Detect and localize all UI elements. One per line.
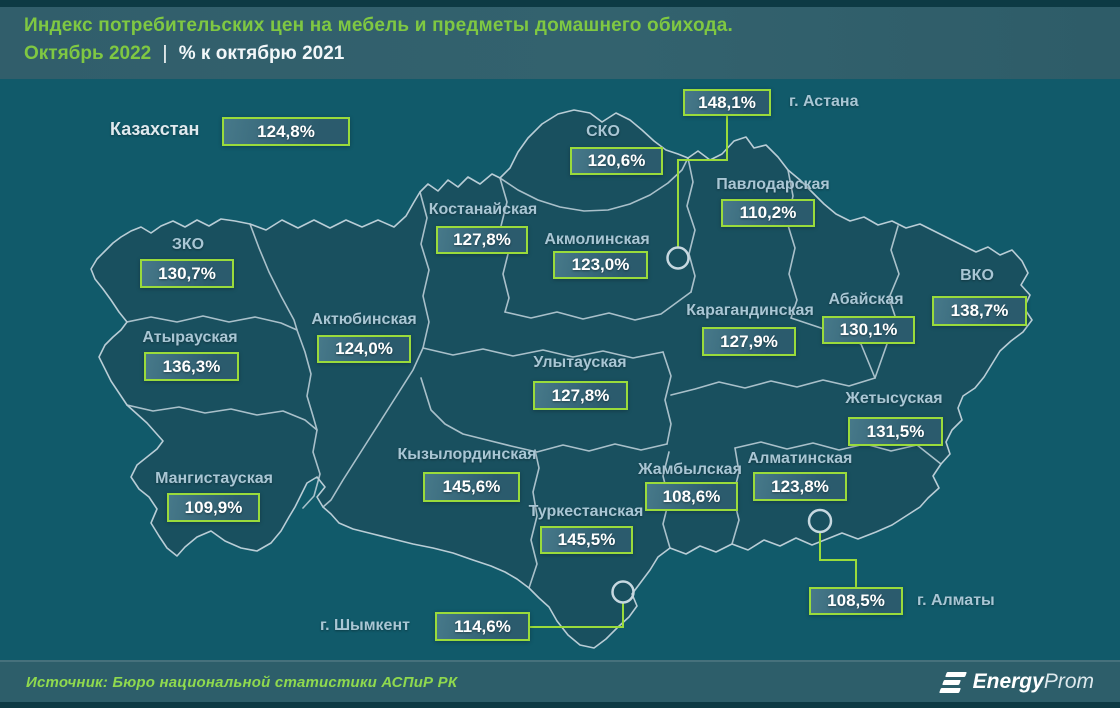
subtitle-comparison: % к октябрю 2021 bbox=[178, 43, 345, 64]
region-value-turkestan: 145,5% bbox=[540, 526, 633, 554]
city-value-shymkent: 114,6% bbox=[435, 612, 530, 641]
source-text: Источник: Бюро национальной статистики А… bbox=[26, 673, 458, 691]
region-value-kyzylorda: 145,6% bbox=[423, 472, 520, 502]
header: Индекс потребительских цен на мебель и п… bbox=[0, 7, 1120, 79]
region-label-turkestan: Туркестанская bbox=[528, 503, 644, 520]
region-label-ulytau: Улытауская bbox=[533, 354, 627, 371]
bottom-edge-strip bbox=[0, 702, 1120, 708]
region-label-sko: СКО bbox=[586, 123, 620, 140]
city-label-almaty: г. Алматы bbox=[917, 592, 995, 609]
region-label-mangystau: Мангистауская bbox=[155, 470, 273, 487]
region-borders bbox=[126, 157, 942, 589]
page-subtitle: Октябрь 2022 | % к октябрю 2021 bbox=[24, 39, 1120, 69]
region-label-almaty-region: Алматинская bbox=[747, 450, 853, 467]
national-label: Казахстан bbox=[110, 119, 200, 139]
energyprom-logo-icon bbox=[938, 670, 967, 694]
region-value-aktobe: 124,0% bbox=[317, 335, 411, 363]
shymkent-connector-line bbox=[530, 603, 624, 628]
astana-city-marker bbox=[666, 246, 690, 270]
subtitle-divider: | bbox=[162, 43, 168, 64]
energyprom-logo-text: EnergyProm bbox=[972, 670, 1094, 693]
region-value-almaty-region: 123,8% bbox=[753, 472, 847, 501]
region-value-abay: 130,1% bbox=[822, 316, 915, 344]
region-label-atyrau: Атырауская bbox=[142, 329, 238, 346]
region-value-karaganda: 127,9% bbox=[702, 327, 796, 356]
city-label-astana: г. Астана bbox=[789, 93, 859, 110]
region-label-pavlodar: Павлодарская bbox=[716, 176, 830, 193]
region-label-aktobe: Актюбинская bbox=[311, 311, 417, 328]
national-value-box: 124,8% bbox=[222, 117, 350, 146]
region-label-zhetysu: Жетысуская bbox=[845, 390, 943, 407]
energyprom-logo: EnergyProm bbox=[938, 670, 1094, 694]
top-edge-strip bbox=[0, 0, 1120, 7]
city-value-almaty: 108,5% bbox=[809, 587, 903, 615]
region-value-vko: 138,7% bbox=[932, 296, 1027, 326]
region-value-ulytau: 127,8% bbox=[533, 381, 628, 410]
shymkent-city-marker bbox=[611, 580, 635, 604]
city-label-shymkent: г. Шымкент bbox=[320, 617, 410, 634]
region-label-karaganda: Карагандинская bbox=[686, 302, 814, 319]
subtitle-period: Октябрь 2022 bbox=[24, 43, 152, 64]
city-value-astana: 148,1% bbox=[683, 89, 771, 116]
region-value-akmola: 123,0% bbox=[553, 251, 648, 279]
footer: Источник: Бюро национальной статистики А… bbox=[0, 660, 1120, 702]
region-label-abay: Абайская bbox=[828, 291, 904, 308]
region-label-zhambyl: Жамбылская bbox=[638, 461, 742, 478]
region-value-sko: 120,6% bbox=[570, 147, 663, 175]
region-value-mangystau: 109,9% bbox=[167, 493, 260, 522]
region-value-zhambyl: 108,6% bbox=[645, 482, 738, 511]
page-title: Индекс потребительских цен на мебель и п… bbox=[24, 15, 734, 36]
region-label-zko: ЗКО bbox=[171, 236, 205, 253]
region-value-zko: 130,7% bbox=[140, 259, 234, 288]
region-label-kostanay: Костанайская bbox=[428, 201, 538, 218]
almaty-city-marker bbox=[807, 508, 833, 534]
astana-connector-line bbox=[677, 116, 728, 248]
region-label-vko: ВКО bbox=[960, 267, 994, 284]
kazakhstan-map bbox=[0, 79, 1120, 660]
kazakhstan-map-svg bbox=[90, 109, 1033, 649]
region-label-akmola: Акмолинская bbox=[544, 231, 650, 248]
city-connectors bbox=[530, 116, 857, 628]
almaty-connector-line bbox=[819, 532, 857, 587]
region-value-atyrau: 136,3% bbox=[144, 352, 239, 381]
region-value-kostanay: 127,8% bbox=[436, 226, 528, 254]
region-value-zhetysu: 131,5% bbox=[848, 417, 943, 446]
region-value-pavlodar: 110,2% bbox=[721, 199, 815, 227]
region-label-kyzylorda: Кызылординская bbox=[397, 446, 537, 463]
country-outline bbox=[90, 109, 1033, 649]
